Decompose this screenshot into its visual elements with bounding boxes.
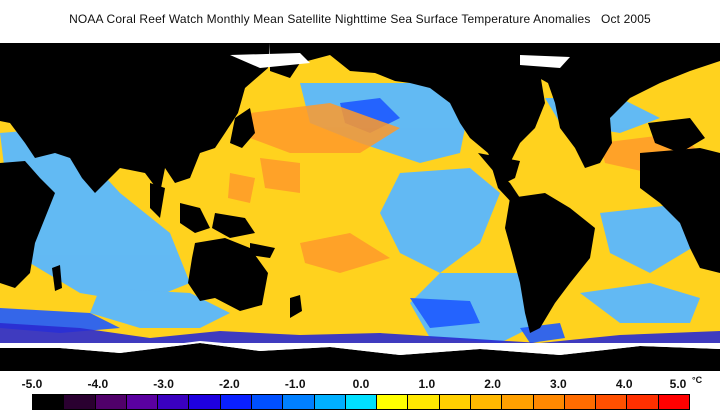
colorbar-tick-label: 0.0 xyxy=(352,377,370,391)
colorbar-swatch xyxy=(344,395,377,409)
colorbar-swatch xyxy=(563,395,596,409)
colorbar-tick-label: 2.0 xyxy=(484,377,501,391)
southern-ocean-band xyxy=(0,323,720,343)
colorbar-swatch xyxy=(188,395,220,409)
colorbar-tick-label: -1.0 xyxy=(284,377,306,391)
colorbar-tick-label: -4.0 xyxy=(87,377,109,391)
antarctica-ice-shelf xyxy=(0,341,720,355)
land xyxy=(0,43,720,333)
colorbar-swatch xyxy=(469,395,502,409)
colorbar-tick-label: -2.0 xyxy=(219,377,240,391)
colorbar-swatch xyxy=(313,395,345,409)
colorbar-unit: °C xyxy=(692,375,703,385)
colorbar-tick-label: 4.0 xyxy=(615,377,633,391)
colorbar-swatch xyxy=(407,395,439,409)
colorbar-swatch xyxy=(219,395,251,409)
colorbar-swatch xyxy=(626,395,658,409)
colorbar-labels: -5.0 -4.0 -3.0 -2.0 -1.0 0.0 1.0 2.0 3.0 4.0 5.0 °C xyxy=(0,375,720,393)
colorbar-tick-label: -3.0 xyxy=(153,377,174,391)
colorbar-swatch xyxy=(250,395,283,409)
colorbar-swatch xyxy=(532,395,564,409)
colorbar-swatch xyxy=(501,395,533,409)
colorbar-tick-label: 5.0 xyxy=(669,377,687,391)
arctic-ice xyxy=(230,53,570,68)
colorbar-swatch xyxy=(125,395,158,409)
sst-anomaly-map xyxy=(0,43,720,371)
colorbar-swatch xyxy=(32,395,64,409)
colorbar-swatch xyxy=(157,395,189,409)
colorbar-tick-label: 1.0 xyxy=(418,377,436,391)
colorbar-tick-label: 3.0 xyxy=(550,377,567,391)
colorbar-swatch xyxy=(595,395,627,409)
colorbar-swatch xyxy=(94,395,126,409)
colorbar-tick-label: -5.0 xyxy=(21,377,43,391)
colorbar-swatch xyxy=(282,395,314,409)
map-title: NOAA Coral Reef Watch Monthly Mean Satel… xyxy=(69,12,651,26)
antarctica-land xyxy=(0,343,720,371)
colorbar-swatch xyxy=(63,395,95,409)
colorbar xyxy=(32,394,690,410)
colorbar-swatch xyxy=(438,395,470,409)
colorbar-swatch xyxy=(657,395,690,409)
colorbar-swatch xyxy=(376,395,408,409)
